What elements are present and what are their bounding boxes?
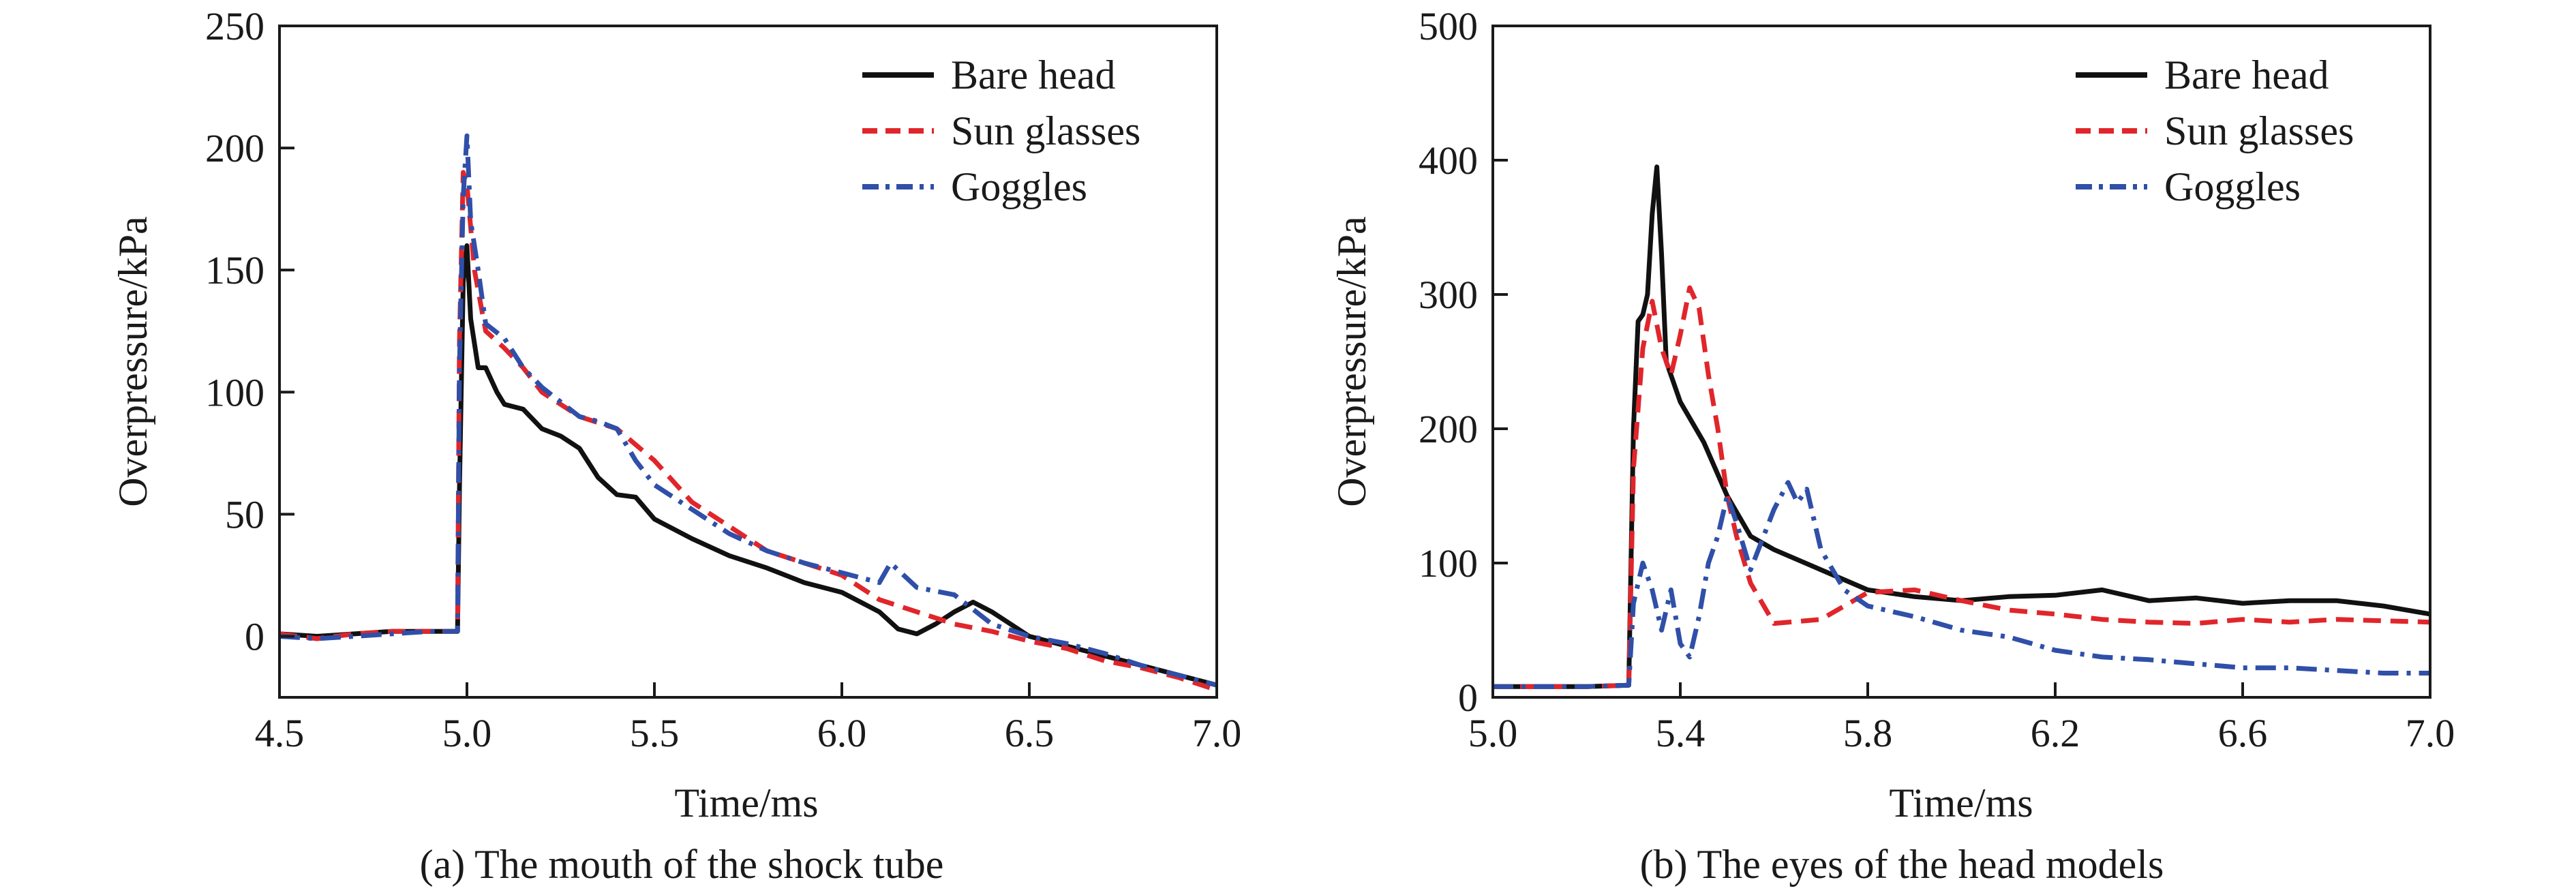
chart-a-y-tick-label: 50 xyxy=(225,492,264,536)
chart-a-legend-label: Goggles xyxy=(951,164,1087,209)
chart-a-x-tick-label: 5.5 xyxy=(630,711,680,755)
chart-b-y-axis-label: Overpressure/kPa xyxy=(1329,216,1374,507)
chart-a-x-axis-label: Time/ms xyxy=(674,780,818,825)
chart-b-series-bare-head xyxy=(1493,164,2430,689)
chart-b-x-tick-label: 6.6 xyxy=(2218,711,2268,755)
chart-b-y-tick-label: 200 xyxy=(1419,407,1478,451)
chart-b-eyes-of-head-models: 5.0 5.4 5.8 6.2 6.6 7.0 0 100 200 300 400 500 Time/m… xyxy=(1329,4,2455,887)
chart-b-caption: (b) The eyes of the head models xyxy=(1640,842,2164,887)
chart-b-y-tick-label: 0 xyxy=(1458,676,1478,720)
chart-a-legend-label: Sun glasses xyxy=(951,108,1140,153)
chart-a-y-axis-label: Overpressure/kPa xyxy=(110,216,155,507)
chart-a-caption: (a) The mouth of the shock tube xyxy=(420,842,944,887)
chart-a-series-bare-head xyxy=(279,243,1217,688)
chart-b-legend-label: Bare head xyxy=(2164,52,2329,97)
chart-a-legend-label: Bare head xyxy=(951,52,1116,97)
chart-a-x-tick-label: 6.0 xyxy=(817,711,867,755)
chart-a-x-tick-label: 5.0 xyxy=(442,711,492,755)
chart-b-x-tick-label: 6.2 xyxy=(2031,711,2080,755)
chart-a-legend: Bare head Sun glasses Goggles xyxy=(862,52,1140,209)
chart-a-y-tick-label: 100 xyxy=(205,370,264,414)
chart-a-y-tick-label: 200 xyxy=(205,126,264,170)
chart-b-x-tick-label: 5.0 xyxy=(1468,711,1518,755)
chart-b-y-tick-label: 100 xyxy=(1419,541,1478,586)
chart-b-series-sun-glasses xyxy=(1493,285,2430,689)
chart-b-plot-frame xyxy=(1491,25,2431,699)
chart-b-legend-label: Goggles xyxy=(2164,164,2301,209)
chart-b-y-tick-label: 300 xyxy=(1419,273,1478,317)
chart-b-x-axis-label: Time/ms xyxy=(1889,780,2033,825)
chart-a-x-tick-label: 4.5 xyxy=(255,711,305,755)
chart-b-y-tick-label: 400 xyxy=(1419,138,1478,183)
chart-b-legend-label: Sun glasses xyxy=(2164,108,2354,153)
chart-a-series-sun-glasses xyxy=(279,170,1217,693)
chart-a-mouth-of-shock-tube: 4.5 5.0 5.5 6.0 6.5 7.0 0 50 100 150 200 250 Time/ms… xyxy=(110,4,1241,887)
chart-a-plot-frame xyxy=(278,25,1218,699)
chart-b-x-tick-label: 5.4 xyxy=(1656,711,1706,755)
chart-a-y-tick-label: 150 xyxy=(205,248,264,292)
chart-a-x-tick-label: 6.5 xyxy=(1005,711,1055,755)
chart-a-x-tick-label: 7.0 xyxy=(1192,711,1242,755)
chart-a-y-tick-label: 0 xyxy=(245,614,264,658)
chart-b-x-tick-label: 7.0 xyxy=(2406,711,2455,755)
chart-a-y-tick-label: 250 xyxy=(205,4,264,48)
chart-a-series-goggles xyxy=(279,133,1217,688)
chart-b-legend: Bare head Sun glasses Goggles xyxy=(2076,52,2354,209)
chart-b-y-tick-label: 500 xyxy=(1419,4,1478,48)
chart-b-x-tick-label: 5.8 xyxy=(1843,711,1893,755)
